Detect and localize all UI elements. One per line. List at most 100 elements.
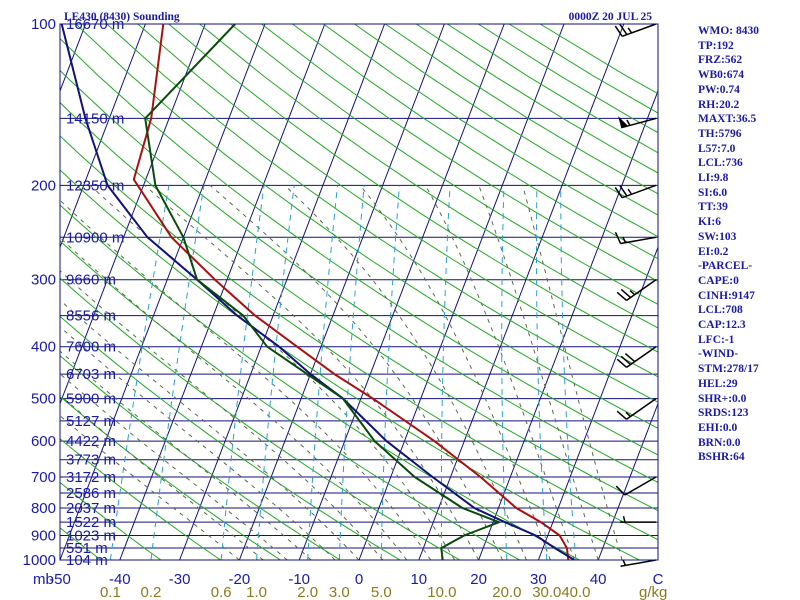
stat-line: HEL:29	[698, 377, 738, 390]
mixing-ratio-tick-label: 2.0	[297, 584, 318, 600]
temperature-tick-label: -10	[288, 571, 310, 588]
mixing-ratio-tick-label: 3.0	[329, 584, 350, 600]
stat-line: LCL:708	[698, 304, 743, 317]
wind-barb	[616, 398, 657, 420]
temperature-tick-label: 40	[590, 571, 607, 588]
wind-barb	[618, 116, 657, 129]
wind-barb-half-flag	[622, 236, 627, 243]
height-label: 8556 m	[66, 308, 116, 325]
temperature-tick-label: 20	[470, 571, 487, 588]
moist-adiabat-line	[359, 185, 551, 560]
wind-barb	[620, 515, 656, 523]
wind-barb-half-flag	[627, 188, 633, 195]
height-label: 12350 m	[66, 177, 124, 194]
height-label: 7600 m	[66, 339, 116, 356]
stability-indices-panel: WMO: 8430 TP:192 FRZ:562 WB0:674 PW:0.74 RH:2…	[698, 24, 798, 465]
height-label: 2586 m	[66, 485, 116, 502]
stat-line: CAP:12.3	[698, 319, 746, 332]
pressure-tick-label: 500	[31, 391, 56, 408]
wind-barb	[614, 23, 657, 38]
mixing-ratio-tick-label: 0.6	[211, 584, 232, 600]
wind-barb-staff	[626, 346, 657, 368]
temperature-tick-label: C	[653, 571, 664, 588]
temperature-profile-line	[132, 24, 570, 560]
stat-line: STM:278/17	[698, 363, 759, 376]
mixing-ratio-tick-label: 1.0	[246, 584, 267, 600]
mixing-ratio-line	[256, 185, 295, 560]
mixing-ratio-line	[440, 185, 451, 560]
plot-frame	[59, 23, 659, 561]
wind-barb-flag	[620, 288, 632, 299]
pressure-tick-label: 900	[31, 527, 56, 544]
wind-barb-flag	[614, 25, 623, 37]
moist-adiabat-line	[60, 415, 240, 560]
dry-adiabat-line	[168, 24, 658, 353]
pressure-tick-label: 300	[31, 272, 56, 289]
mixing-ratio-line	[560, 185, 577, 560]
isotherm-line	[119, 24, 326, 560]
dry-adiabat-line	[60, 355, 341, 560]
mixing-ratio-line	[338, 185, 365, 560]
stat-line: -WIND-	[698, 348, 739, 361]
dry-adiabat-line	[199, 24, 658, 329]
mixing-ratio-tick-label: 30.0	[532, 584, 561, 600]
pressure-tick-label: 600	[31, 433, 56, 450]
dry-adiabat-line	[292, 24, 658, 260]
stat-line: BSHR:64	[698, 451, 745, 464]
moist-adiabat-line	[522, 185, 623, 560]
wetbulb-profile-line	[144, 24, 500, 560]
height-label: 551 m	[66, 540, 108, 557]
stat-line: TP:192	[698, 39, 734, 52]
wind-barbs	[614, 23, 657, 567]
mixing-ratio-line	[150, 185, 205, 560]
stat-line: -PARCEL-	[698, 260, 753, 273]
stat-line: LCL:736	[698, 157, 743, 170]
valid-time: 0000Z 20 JUL 25	[569, 11, 653, 23]
dry-adiabat-line	[60, 37, 658, 456]
stat-line: SHR+:0.0	[698, 392, 747, 405]
height-label: 1522 m	[66, 514, 116, 531]
wind-barb-half-flag	[626, 119, 631, 126]
wind-barb-half-flag	[629, 290, 636, 296]
dry-adiabat-line	[137, 24, 658, 378]
temperature-tick-label: -40	[109, 571, 131, 588]
stat-line: SW:103	[698, 230, 737, 243]
stat-line: TT:39	[698, 201, 728, 214]
wind-barb	[616, 346, 657, 368]
wind-barb-flag	[616, 410, 628, 420]
moist-adiabat-line	[60, 326, 336, 560]
isotherm-line	[478, 89, 658, 560]
stat-line: BRN:0.0	[698, 436, 741, 449]
mixing-ratio-tick-label: 20.0	[492, 584, 521, 600]
wind-barb	[620, 559, 657, 567]
stat-line: MAXT:36.5	[698, 113, 757, 126]
pressure-unit-label: mb	[33, 571, 54, 588]
mixing-ratio-line	[307, 185, 338, 560]
dry-adiabat-line	[60, 395, 281, 560]
mixing-ratio-line	[220, 185, 265, 560]
wind-barb-flag	[620, 355, 632, 366]
wind-barb-half-flag	[622, 559, 627, 566]
stat-line: L57:7.0	[698, 142, 736, 155]
height-label: 14150 m	[66, 110, 124, 127]
wind-barb	[616, 279, 657, 302]
stat-line: FRZ:562	[698, 54, 743, 67]
dry-adiabat-line	[60, 101, 658, 512]
isotherm-line	[60, 24, 206, 406]
stat-line: PW:0.74	[698, 83, 740, 96]
wind-barb	[615, 476, 657, 496]
temperature-tick-label: -30	[169, 571, 191, 588]
wind-barb-flag	[614, 186, 623, 199]
dry-adiabat-line	[60, 277, 461, 560]
pressure-tick-label: 200	[31, 177, 56, 194]
moist-adiabat-line	[60, 199, 432, 560]
height-label: 10900 m	[66, 229, 124, 246]
wind-barb-staff	[626, 279, 657, 302]
height-label: 3172 m	[66, 469, 116, 486]
mixing-ratio-unit-label: g/kg	[639, 584, 667, 600]
temperature-tick-label: 0	[355, 571, 363, 588]
stat-line: TH:5796	[698, 127, 742, 140]
